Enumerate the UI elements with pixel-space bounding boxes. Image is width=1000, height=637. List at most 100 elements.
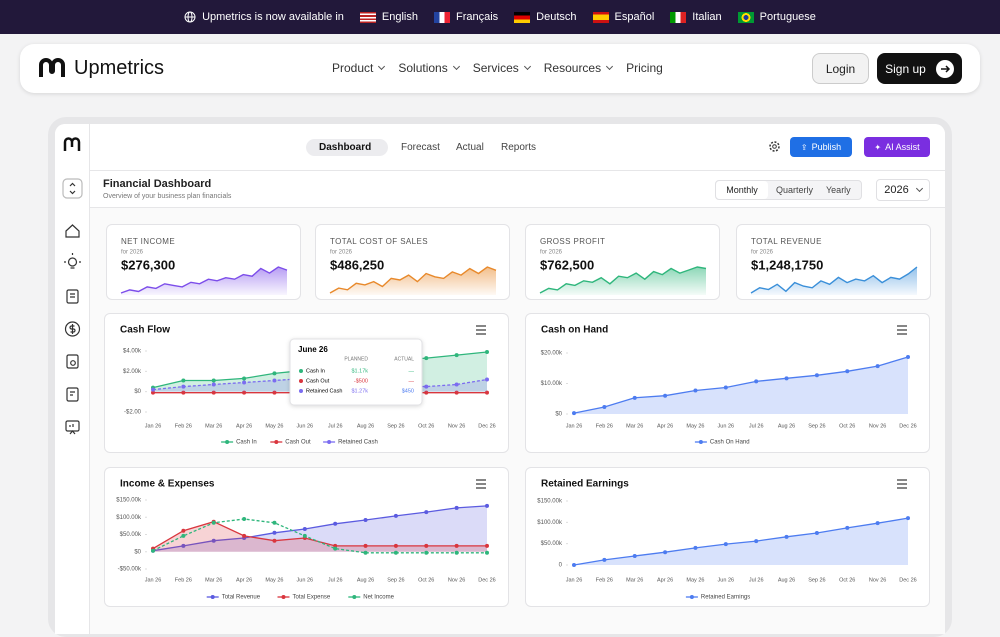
nav-link-text[interactable]: Services xyxy=(472,61,519,75)
y-tick-label: $50.00k xyxy=(541,541,563,547)
x-tick-label: Feb 26 xyxy=(175,577,192,583)
nav-link-text[interactable]: Pricing xyxy=(626,61,663,75)
kpi-value: $762,500 xyxy=(540,257,594,272)
login-text[interactable]: Login xyxy=(825,61,856,76)
x-tick-label: Aug 26 xyxy=(778,577,795,583)
data-point xyxy=(424,390,429,395)
data-point xyxy=(454,353,459,358)
x-tick-label: May 26 xyxy=(265,423,283,429)
data-point xyxy=(454,390,459,395)
period-option[interactable]: Yearly xyxy=(826,185,851,195)
tab[interactable]: Dashboard xyxy=(319,142,372,153)
chart-title: Cash Flow xyxy=(120,325,170,336)
language[interactable]: Deutsch xyxy=(536,11,577,23)
nav-link[interactable]: Services xyxy=(472,61,531,75)
nav-link-text[interactable]: Resources xyxy=(543,61,602,75)
brand[interactable]: Upmetrics xyxy=(38,56,164,80)
x-tick-label: Feb 26 xyxy=(596,577,613,583)
tooltip-actual: $450 xyxy=(402,388,414,394)
signup-text[interactable]: Sign up xyxy=(885,61,926,76)
x-tick-label: Jul 26 xyxy=(328,423,343,429)
data-point xyxy=(272,390,277,395)
tab[interactable]: Reports xyxy=(501,142,537,153)
tooltip-label: Cash Out xyxy=(306,378,330,384)
x-tick-label: Sep 26 xyxy=(387,423,404,429)
x-tick-label: Jan 26 xyxy=(566,577,583,583)
year-select[interactable]: 2026 xyxy=(876,179,930,201)
data-point xyxy=(333,546,338,551)
language[interactable]: English xyxy=(381,11,418,23)
data-point xyxy=(333,543,338,548)
x-tick-label: Sep 26 xyxy=(808,577,825,583)
series-line xyxy=(152,505,488,552)
nav-link[interactable]: Product xyxy=(332,61,386,75)
brand-name[interactable]: Upmetrics xyxy=(74,56,165,79)
kpi-label: NET INCOME xyxy=(121,237,175,246)
legend-dot xyxy=(327,440,332,444)
data-point xyxy=(454,382,459,387)
nav-link-text[interactable]: Solutions xyxy=(398,61,448,75)
chart-card: Cash Flow $4.00k $2.00k $0 -$2.00 Jan 26 Feb 2… xyxy=(104,313,509,453)
data-point xyxy=(211,378,216,383)
data-point xyxy=(424,550,429,555)
language-link[interactable]: Français xyxy=(433,11,499,23)
x-tick-label: Mar 26 xyxy=(626,577,643,583)
settings-icon[interactable] xyxy=(768,140,781,153)
language-link[interactable]: Portuguese xyxy=(737,11,816,23)
nav-link[interactable]: Solutions xyxy=(398,61,460,75)
x-tick-label: Dec 26 xyxy=(478,423,495,429)
data-point xyxy=(242,390,247,395)
data-point xyxy=(242,380,247,385)
language-link[interactable]: Italian xyxy=(670,11,722,23)
globe-icon xyxy=(184,11,196,23)
x-tick-label: Feb 26 xyxy=(596,423,613,429)
language-link[interactable]: Deutsch xyxy=(514,11,577,23)
period-option[interactable]: Monthly xyxy=(716,181,768,199)
kpi-period: for 2026 xyxy=(121,250,144,256)
data-point xyxy=(723,542,728,547)
data-point xyxy=(663,393,668,398)
sidebar xyxy=(55,124,90,634)
language[interactable]: Español xyxy=(614,11,655,23)
data-point xyxy=(906,354,910,359)
language-link[interactable]: Español xyxy=(592,11,655,23)
year-text[interactable]: 2026 xyxy=(884,184,909,196)
publish-button[interactable]: ⇪ Publish xyxy=(790,137,852,157)
sidebar-icons xyxy=(62,137,83,435)
tab[interactable]: Forecast xyxy=(401,142,440,153)
period-text[interactable]: Monthly xyxy=(726,185,758,195)
legend-dot xyxy=(274,440,279,444)
tab[interactable]: Actual xyxy=(456,142,484,153)
period-option[interactable]: Quarterly xyxy=(776,185,814,195)
language[interactable]: Français xyxy=(455,11,499,23)
data-point xyxy=(784,376,789,381)
legend-dot xyxy=(210,595,215,599)
signup-button[interactable]: Sign up xyxy=(877,53,962,84)
data-point xyxy=(784,534,789,539)
language-link[interactable]: English xyxy=(359,11,418,23)
data-point xyxy=(454,505,459,510)
data-point xyxy=(754,379,759,384)
banner-text: Upmetrics is now available in xyxy=(202,11,344,23)
language[interactable]: Portuguese xyxy=(759,11,816,23)
data-point xyxy=(272,371,277,376)
login-button[interactable]: Login xyxy=(812,53,869,84)
data-point xyxy=(424,543,429,548)
nav-link[interactable]: Pricing xyxy=(626,61,663,75)
tooltip-column: PLANNED xyxy=(344,356,368,362)
language[interactable]: Italian xyxy=(692,11,722,23)
ai-assist-text[interactable]: AI Assist xyxy=(885,142,920,152)
data-point xyxy=(211,520,216,525)
data-point xyxy=(572,411,576,416)
dashboard-subtitle: Overview of your business plan financial… xyxy=(103,193,232,200)
ai-assist-button[interactable]: ✦ AI Assist xyxy=(864,137,930,157)
nav-link-text[interactable]: Product xyxy=(332,61,374,75)
publish-text[interactable]: Publish xyxy=(811,142,842,152)
dashboard-title: Financial Dashboard xyxy=(103,178,212,190)
data-point xyxy=(875,364,880,369)
data-point xyxy=(424,384,429,389)
nav-link[interactable]: Resources xyxy=(543,61,614,75)
x-tick-label: Apr 26 xyxy=(236,423,252,429)
sparkline-area xyxy=(121,267,287,295)
data-point xyxy=(814,373,819,378)
